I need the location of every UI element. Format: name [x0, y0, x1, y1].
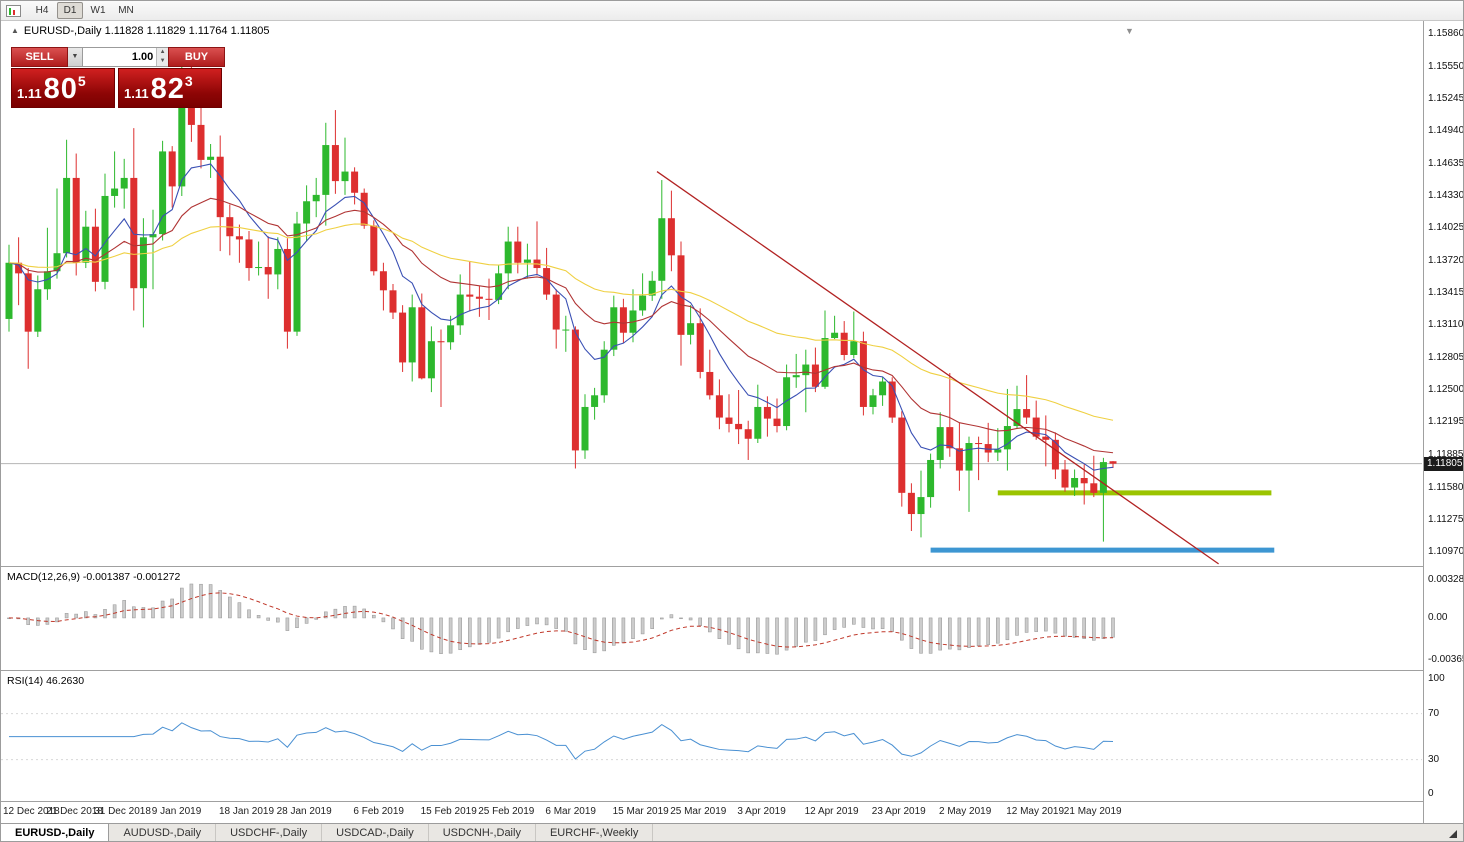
price-axis-label: 1.14940	[1428, 125, 1464, 137]
price-axis-label: 30	[1428, 753, 1440, 765]
icon-bar-down	[13, 9, 15, 15]
time-axis-label: 23 Apr 2019	[871, 806, 926, 817]
price-axis-label: 1.14330	[1428, 189, 1464, 201]
price-axis-label: 0.00	[1428, 611, 1448, 623]
time-axis-label: 2 May 2019	[939, 806, 992, 817]
time-axis-label: 12 Dec 2018	[3, 806, 60, 817]
buy-price-big: 82	[150, 73, 185, 105]
time-axis-label: 25 Mar 2019	[670, 806, 727, 817]
price-axis-label: 1.11885	[1428, 449, 1464, 461]
pane-separator	[1, 801, 1463, 802]
price-axis-label: 1.12500	[1428, 383, 1464, 395]
price-axis-label: 1.14635	[1428, 157, 1464, 169]
time-axis[interactable]: 12 Dec 2018 21 Dec 2018 31 Dec 2018 9 Jan 2…	[1, 802, 1422, 823]
price-axis-label: 1.11275	[1428, 513, 1464, 525]
price-axis-label: 1.15860	[1428, 27, 1464, 39]
buy-price-prefix: 1.11	[124, 86, 149, 101]
price-axis-label: -0.003659	[1428, 654, 1463, 666]
time-axis-label: 21 May 2019	[1063, 806, 1122, 817]
rsi-indicator-chart[interactable]	[1, 671, 1422, 801]
volume-up-icon[interactable]: ▲	[157, 48, 168, 57]
price-axis-label: 1.14025	[1428, 222, 1464, 234]
buy-price-sup: 3	[184, 73, 193, 89]
time-axis-label: 3 Apr 2019	[737, 806, 786, 817]
timeframe-buttons: H4 D1 W1 MN	[29, 2, 139, 19]
timeframe-toolbar: H4 D1 W1 MN	[1, 1, 1463, 21]
price-axis-label: 1.10970	[1428, 546, 1464, 558]
volume-field-wrap: ▲ ▼	[83, 47, 168, 67]
sell-price-prefix: 1.11	[17, 86, 42, 101]
time-axis-label: 28 Jan 2019	[276, 806, 332, 817]
price-axis-label: 1.11580	[1428, 481, 1464, 493]
bid-price-label: 1.11805	[1424, 456, 1463, 471]
price-axis-label: 1.12805	[1428, 351, 1464, 363]
macd-indicator-chart[interactable]	[1, 567, 1422, 670]
tab-usdchf-daily[interactable]: USDCHF-,Daily	[216, 824, 323, 841]
time-axis-label: 9 Jan 2019	[151, 806, 202, 817]
volume-dropdown-icon[interactable]: ▼	[68, 47, 83, 67]
sell-price-big: 80	[43, 73, 78, 105]
sell-price-sup: 5	[77, 73, 86, 89]
price-axis-label: 1.15550	[1428, 60, 1464, 72]
timeframe-w1[interactable]: W1	[90, 5, 106, 16]
chart-area: ▲ EURUSD-,Daily 1.11828 1.11829 1.11764 …	[1, 21, 1464, 823]
price-axis-label: 0.003287	[1428, 573, 1464, 585]
pane-separator[interactable]	[1, 566, 1463, 567]
chart-tab-bar: EURUSD-,Daily AUDUSD-,Daily USDCHF-,Daily U…	[1, 823, 1463, 841]
volume-down-icon[interactable]: ▼	[157, 57, 168, 66]
rsi-label: RSI(14) 46.2630	[7, 675, 85, 687]
price-axis-label: 1.13415	[1428, 286, 1464, 298]
time-axis-label: 15 Feb 2019	[420, 806, 477, 817]
tab-eurchf-weekly[interactable]: EURCHF-,Weekly	[536, 824, 654, 841]
timeframe-d1[interactable]: D1	[57, 2, 83, 19]
time-axis-label: 12 May 2019	[1006, 806, 1065, 817]
volume-stepper: ▲ ▼	[156, 48, 168, 66]
time-axis-label: 25 Feb 2019	[478, 806, 535, 817]
price-axis-label: 1.12195	[1428, 416, 1464, 428]
buy-button[interactable]: BUY	[168, 47, 225, 67]
one-click-trading-panel: SELL ▼ ▲ ▼ BUY 1.11 80 5 1.1	[11, 47, 225, 108]
buy-price-box[interactable]: 1.11 82 3	[118, 68, 222, 108]
sell-price-box[interactable]: 1.11 80 5	[11, 68, 115, 108]
tab-eurusd-daily[interactable]: EURUSD-,Daily	[1, 824, 110, 841]
time-axis-label: 21 Dec 2018	[46, 806, 103, 817]
price-axis-label: 1.13720	[1428, 254, 1464, 266]
price-chart[interactable]	[1, 21, 1422, 566]
price-axis-label: 0	[1428, 788, 1434, 800]
macd-label: MACD(12,26,9) -0.001387 -0.001272	[7, 571, 181, 583]
timeframe-h4[interactable]: H4	[35, 5, 49, 16]
one-click-trading-toggle-icon[interactable]: ▲	[11, 26, 19, 35]
volume-input[interactable]	[83, 48, 157, 66]
price-axis-label: 1.13110	[1428, 319, 1464, 331]
timeframe-mn[interactable]: MN	[118, 5, 134, 16]
pane-separator[interactable]	[1, 670, 1463, 671]
chart-ohlc-text: EURUSD-,Daily 1.11828 1.11829 1.11764 1.…	[23, 25, 270, 37]
time-axis-label: 6 Mar 2019	[545, 806, 596, 817]
price-axis-label: 1.15245	[1428, 92, 1464, 104]
time-axis-label: 12 Apr 2019	[804, 806, 859, 817]
icon-bar-up	[9, 7, 11, 15]
sell-button[interactable]: SELL	[11, 47, 68, 67]
price-axis-label: 70	[1428, 707, 1440, 719]
time-axis-label: 6 Feb 2019	[353, 806, 404, 817]
tab-usdcnh-daily[interactable]: USDCNH-,Daily	[429, 824, 536, 841]
tab-audusd-daily[interactable]: AUDUSD-,Daily	[109, 824, 217, 841]
chart-ohlc-header: ▲ EURUSD-,Daily 1.11828 1.11829 1.11764 …	[11, 25, 270, 37]
price-axis[interactable]: 1.11805 1.15860 1.15550 1.15245 1.14940 1.14…	[1423, 21, 1464, 823]
time-axis-label: 15 Mar 2019	[612, 806, 669, 817]
tab-usdcad-daily[interactable]: USDCAD-,Daily	[322, 824, 429, 841]
time-axis-label: 31 Dec 2018	[94, 806, 151, 817]
tab-scroll-arrow[interactable]	[1449, 829, 1457, 838]
chart-shift-marker[interactable]: ▼	[1125, 26, 1134, 36]
time-axis-label: 18 Jan 2019	[219, 806, 275, 817]
price-axis-label: 100	[1428, 673, 1445, 685]
chart-window-icon[interactable]	[6, 4, 21, 17]
